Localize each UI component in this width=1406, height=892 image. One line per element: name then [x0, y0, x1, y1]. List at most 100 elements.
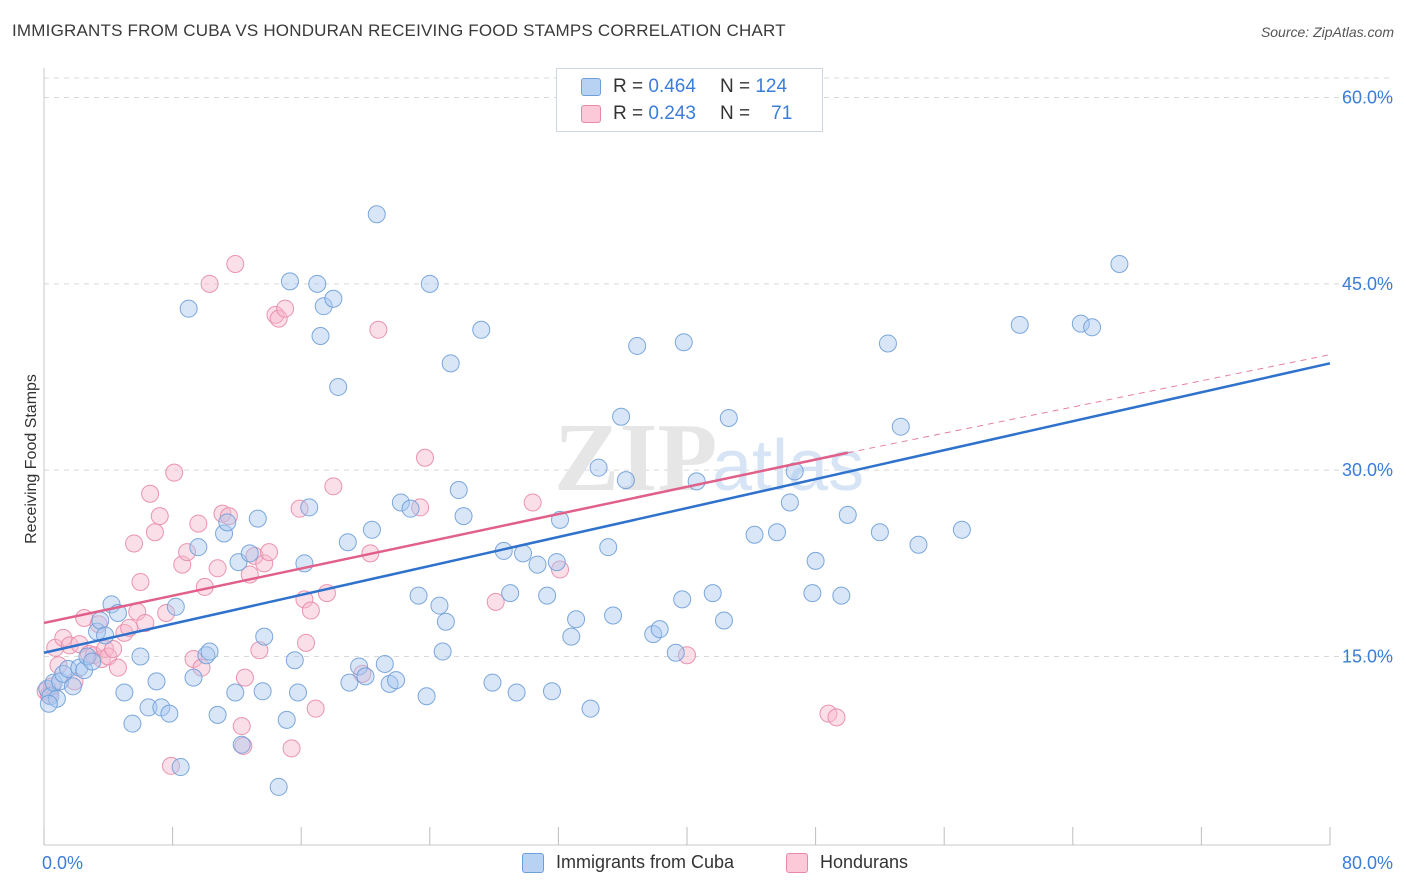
series-cuba-points: [38, 205, 1129, 796]
point-hondurans-70: [827, 708, 846, 727]
point-cuba-11: [83, 652, 102, 671]
point-hondurans-36: [200, 274, 219, 293]
point-cuba-100: [714, 611, 733, 630]
series-hondurans-points: [36, 254, 846, 775]
point-cuba-109: [838, 505, 857, 524]
point-cuba-42: [277, 710, 296, 729]
tick-labels: 15.0% 30.0% 45.0% 60.0% 0.0% 80.0%: [42, 88, 1393, 874]
point-cuba-10: [78, 647, 97, 666]
point-cuba-66: [420, 274, 439, 293]
point-cuba-88: [599, 538, 618, 557]
point-cuba-38: [248, 509, 267, 528]
point-cuba-76: [501, 584, 520, 603]
point-cuba-25: [171, 758, 190, 777]
point-cuba-94: [650, 620, 669, 639]
point-cuba-80: [538, 586, 557, 605]
point-hondurans-47: [255, 554, 274, 573]
legend-row-cuba: R = 0.464 N = 124: [581, 75, 787, 99]
point-cuba-51: [324, 289, 343, 308]
point-cuba-111: [878, 334, 897, 353]
point-cuba-62: [391, 493, 410, 512]
legend-n-label: N =: [719, 103, 751, 124]
point-cuba-84: [562, 627, 581, 646]
point-cuba-20: [139, 698, 158, 717]
point-cuba-89: [604, 606, 623, 625]
point-cuba-57: [362, 520, 381, 539]
point-cuba-32: [215, 524, 234, 543]
point-cuba-79: [528, 555, 547, 574]
axes: [43, 68, 1331, 846]
y-tick-label-1: 30.0%: [1342, 460, 1393, 480]
point-cuba-74: [483, 673, 502, 692]
point-cuba-44: [285, 651, 304, 670]
legend-label-hondurans: Hondurans: [820, 852, 909, 872]
legend-item-hondurans[interactable]: Hondurans: [786, 852, 908, 873]
trend-lines: [43, 354, 1331, 654]
point-hondurans-59: [324, 477, 343, 496]
point-hondurans-62: [369, 320, 388, 339]
point-cuba-101: [719, 408, 738, 427]
point-hondurans-40: [226, 254, 245, 273]
legend-r-value-hondurans: 0.243: [648, 103, 696, 124]
legend-n-label: N =: [719, 76, 751, 97]
legend-row-hondurans: R = 0.243 N = 71: [581, 102, 792, 126]
point-cuba-110: [870, 523, 889, 542]
point-hondurans-37: [208, 559, 227, 578]
legend-item-cuba[interactable]: Immigrants from Cuba: [522, 852, 734, 873]
point-cuba-112: [891, 417, 910, 436]
point-cuba-82: [547, 553, 566, 572]
point-cuba-55: [350, 657, 369, 676]
point-hondurans-43: [235, 668, 254, 687]
point-hondurans-20: [125, 534, 144, 553]
legend-n-value-cuba: 124: [755, 76, 788, 97]
point-cuba-43: [280, 272, 299, 291]
point-cuba-69: [436, 612, 455, 631]
trend-hondurans: [43, 451, 849, 625]
point-hondurans-28: [161, 756, 180, 775]
point-cuba-33: [218, 513, 237, 532]
point-cuba-47: [300, 498, 319, 517]
point-cuba-27: [184, 668, 203, 687]
point-cuba-65: [417, 687, 436, 706]
point-hondurans-41: [232, 717, 251, 736]
point-cuba-114: [952, 520, 971, 539]
point-hondurans-52: [282, 739, 301, 758]
point-cuba-81: [542, 682, 561, 701]
point-hondurans-17: [108, 658, 127, 677]
legend-r-label: R =: [613, 103, 644, 124]
point-cuba-30: [200, 642, 219, 661]
point-cuba-52: [329, 377, 348, 396]
source-label: Source: ZipAtlas.com: [1260, 24, 1394, 40]
point-cuba-61: [387, 671, 406, 690]
x-tick-label-1: 80.0%: [1342, 853, 1393, 873]
point-cuba-53: [338, 533, 357, 552]
legend-r-label: R =: [613, 76, 644, 97]
point-cuba-48: [308, 274, 327, 293]
point-cuba-34: [226, 683, 245, 702]
point-hondurans-65: [486, 592, 505, 611]
point-cuba-113: [909, 535, 928, 554]
point-cuba-45: [288, 683, 307, 702]
point-hondurans-22: [131, 572, 150, 591]
point-hondurans-45: [245, 546, 264, 565]
legend-r-value-cuba: 0.464: [648, 76, 696, 97]
point-cuba-24: [166, 597, 185, 616]
point-cuba-86: [581, 699, 600, 718]
point-cuba-19: [131, 647, 150, 666]
series-legend: Immigrants from Cuba Hondurans: [0, 852, 1406, 878]
point-cuba-107: [806, 551, 825, 570]
point-cuba-95: [666, 643, 685, 662]
point-hondurans-68: [678, 646, 696, 665]
legend-label-cuba: Immigrants from Cuba: [556, 852, 735, 872]
stats-legend: R = 0.464 N = 124 R = 0.243 N = 71: [556, 68, 823, 132]
point-cuba-7: [63, 677, 82, 696]
point-hondurans-51: [276, 299, 295, 318]
point-cuba-91: [616, 471, 635, 490]
point-hondurans-25: [145, 523, 164, 542]
y-axis-title-group: Receiving Food Stamps: [23, 374, 40, 544]
point-hondurans-66: [523, 493, 542, 512]
legend-swatch-cuba: [522, 852, 544, 873]
point-hondurans-24: [141, 484, 160, 503]
watermark-zip: ZIP: [554, 404, 717, 512]
